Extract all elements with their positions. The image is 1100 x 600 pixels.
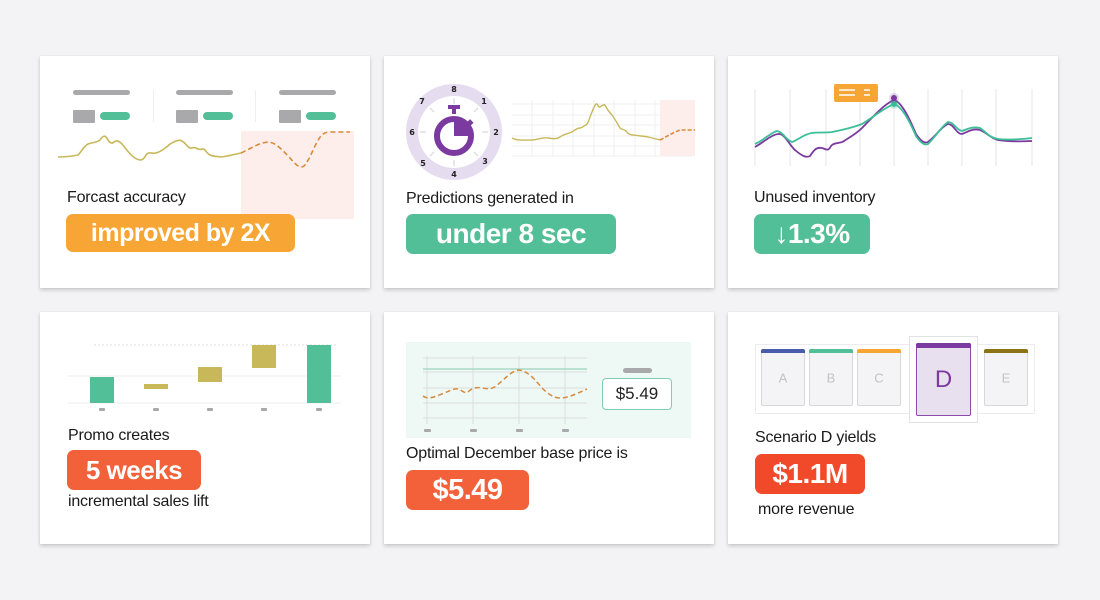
metric-badge: 5 weeks bbox=[67, 450, 201, 490]
card-label: Predictions generated in bbox=[406, 190, 574, 207]
clock-dial: 8 1 2 3 4 5 6 7 bbox=[406, 84, 502, 180]
clock-number-6: 6 bbox=[409, 128, 415, 137]
promo-waterfall-chart bbox=[68, 344, 341, 411]
price-box-header bbox=[623, 368, 652, 373]
prediction-sparkline bbox=[511, 100, 695, 157]
scenario-card-d-selected[interactable]: D bbox=[916, 343, 971, 416]
clock-number-5: 5 bbox=[420, 159, 426, 168]
card-label: Optimal December base price is bbox=[406, 445, 628, 462]
card-sublabel: more revenue bbox=[758, 501, 855, 518]
forecast-region bbox=[241, 131, 354, 219]
card-unused-inventory: Unused inventory ↓1.3% bbox=[728, 56, 1058, 288]
forecast-sparkline bbox=[57, 131, 350, 168]
clock-number-3: 3 bbox=[482, 157, 488, 166]
metric-badge: ↓1.3% bbox=[754, 214, 870, 254]
inventory-line-chart bbox=[754, 84, 1033, 166]
clock-number-1: 1 bbox=[481, 97, 487, 106]
price-box: $5.49 bbox=[602, 378, 672, 410]
scenario-card-c[interactable]: C bbox=[857, 349, 901, 406]
card-promo-lift: Promo creates 5 weeks incremental sales … bbox=[40, 312, 370, 544]
tooltip-icon bbox=[834, 84, 878, 102]
card-label: Promo creates bbox=[68, 427, 170, 444]
card-label: Forcast accuracy bbox=[67, 189, 186, 206]
clock-number-7: 7 bbox=[419, 97, 425, 106]
card-forecast-accuracy: Forcast accuracy improved by 2X bbox=[40, 56, 370, 288]
price-line-chart bbox=[422, 356, 588, 432]
clock-number-4: 4 bbox=[451, 170, 457, 179]
clock-number-2: 2 bbox=[493, 128, 499, 137]
card-label: Unused inventory bbox=[754, 189, 876, 206]
card-scenario-revenue: A B C D E Scenario D yields $1.1M more r… bbox=[728, 312, 1058, 544]
metric-badge: $5.49 bbox=[406, 470, 529, 510]
card-optimal-price: $5.49 Optimal December base price is $5.… bbox=[384, 312, 714, 544]
metric-badge: under 8 sec bbox=[406, 214, 616, 254]
stopwatch-icon bbox=[434, 105, 474, 156]
scenario-card-b[interactable]: B bbox=[809, 349, 853, 406]
card-predictions-speed: 8 1 2 3 4 5 6 7 bbox=[384, 56, 714, 288]
clock-number-8: 8 bbox=[451, 85, 457, 94]
card-label: Scenario D yields bbox=[755, 429, 877, 446]
scenario-card-a[interactable]: A bbox=[761, 349, 805, 406]
card-sublabel: incremental sales lift bbox=[68, 493, 209, 510]
scenario-card-e[interactable]: E bbox=[984, 349, 1028, 406]
metric-badge: improved by 2X bbox=[66, 214, 295, 252]
metric-badge: $1.1M bbox=[755, 454, 865, 494]
